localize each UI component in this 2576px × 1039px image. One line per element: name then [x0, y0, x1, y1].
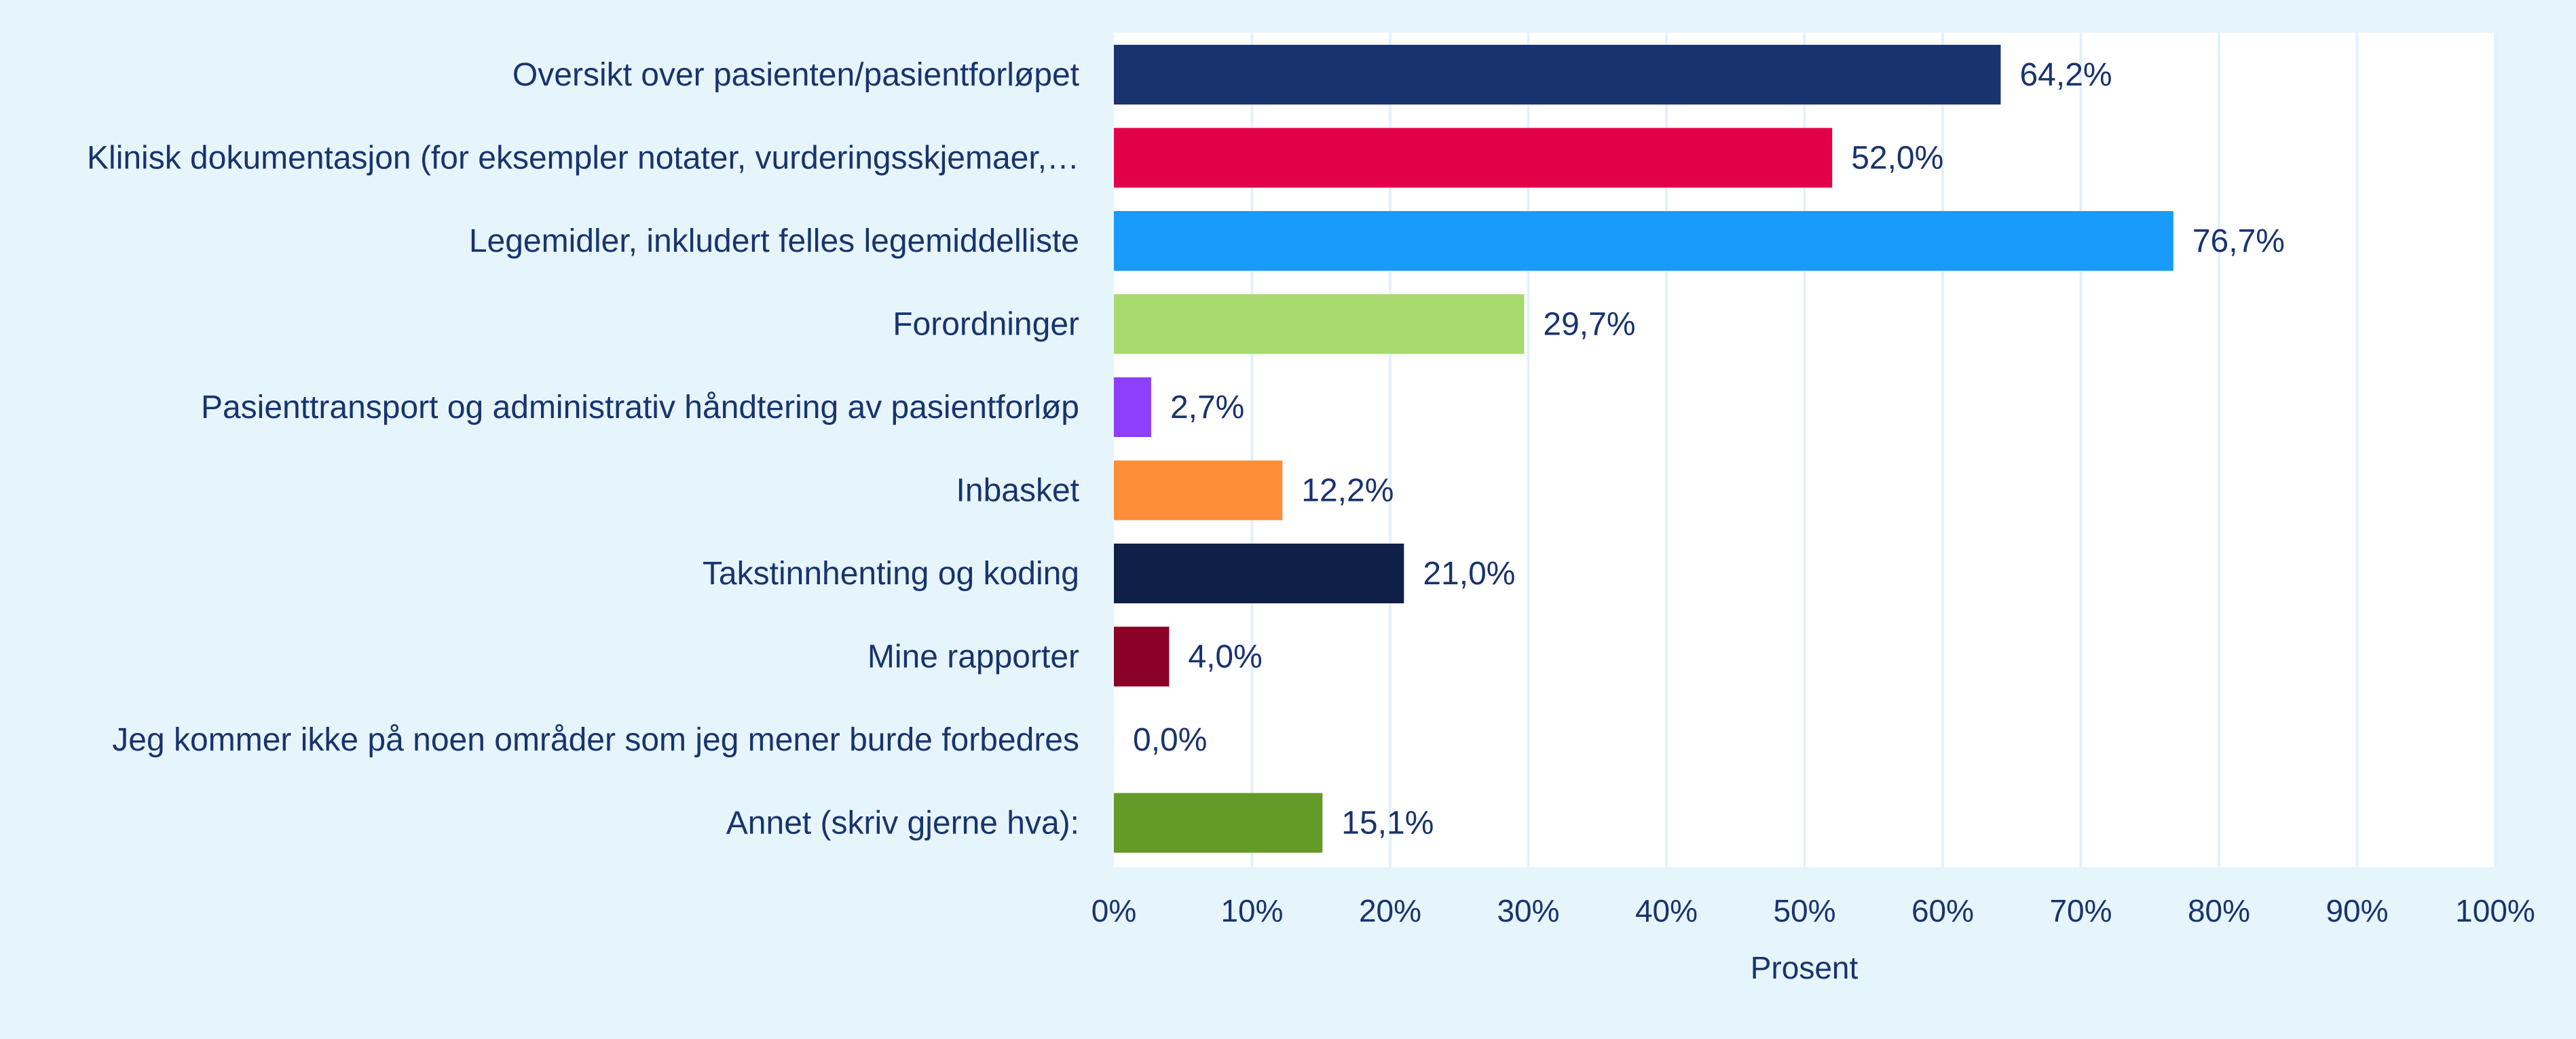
bar-value-label: 12,2% [1301, 473, 1394, 509]
category-label: Mine rapporter [867, 639, 1079, 675]
category-label: Pasienttransport og administrativ håndte… [201, 390, 1079, 426]
category-label: Inbasket [956, 473, 1079, 509]
category-label: Legemidler, inkludert felles legemiddell… [469, 223, 1079, 259]
x-tick-label: 80% [2188, 893, 2250, 928]
bar-value-label: 4,0% [1188, 639, 1262, 675]
x-axis-ticks: 0% 10% 20% 30% 40% 50% 60% 70% 80% 90% 100% [1091, 893, 2535, 928]
category-label: Takstinnhenting og koding [703, 556, 1079, 592]
x-tick-label: 10% [1220, 893, 1283, 928]
bar [1114, 793, 1323, 853]
x-tick-label: 90% [2326, 893, 2388, 928]
bar [1114, 626, 1170, 687]
bar [1114, 211, 2173, 271]
bar [1114, 460, 1283, 521]
bar [1114, 377, 1151, 437]
category-label: Forordninger [893, 307, 1079, 343]
x-tick-label: 30% [1497, 893, 1559, 928]
category-label: Klinisk dokumentasjon (for eksempler not… [87, 140, 1079, 176]
bar [1114, 544, 1404, 603]
x-tick-label: 50% [1773, 893, 1835, 928]
category-labels: Oversikt over pasienten/pasientforløpet K… [87, 57, 1079, 842]
bars [1114, 45, 2173, 853]
bar-value-label: 2,7% [1170, 390, 1244, 426]
bar [1114, 294, 1525, 354]
bar-value-label: 21,0% [1423, 556, 1515, 592]
x-tick-label: 20% [1359, 893, 1421, 928]
x-axis-title: Prosent [1751, 950, 1859, 985]
x-tick-label: 40% [1635, 893, 1698, 928]
category-label: Annet (skriv gjerne hva): [726, 806, 1079, 842]
bar [1114, 45, 2001, 105]
x-tick-label: 70% [2049, 893, 2112, 928]
bar-value-label: 64,2% [2019, 57, 2112, 93]
category-label: Oversikt over pasienten/pasientforløpet [512, 57, 1079, 93]
x-tick-label: 0% [1091, 893, 1136, 928]
bar-value-label: 52,0% [1851, 140, 1943, 176]
bar [1114, 128, 1833, 188]
bar-value-label: 15,1% [1341, 806, 1434, 842]
value-labels: 64,2% 52,0% 76,7% 29,7% 2,7% 12,2% 21,0% 4,0% 0,… [1133, 57, 2285, 842]
x-tick-label: 60% [1911, 893, 1974, 928]
category-label: Jeg kommer ikke på noen områder som jeg … [112, 722, 1079, 758]
bar-value-label: 29,7% [1543, 307, 1635, 343]
x-tick-label: 100% [2455, 893, 2535, 928]
bar-value-label: 76,7% [2192, 223, 2285, 259]
bar-value-label: 0,0% [1133, 722, 1207, 758]
